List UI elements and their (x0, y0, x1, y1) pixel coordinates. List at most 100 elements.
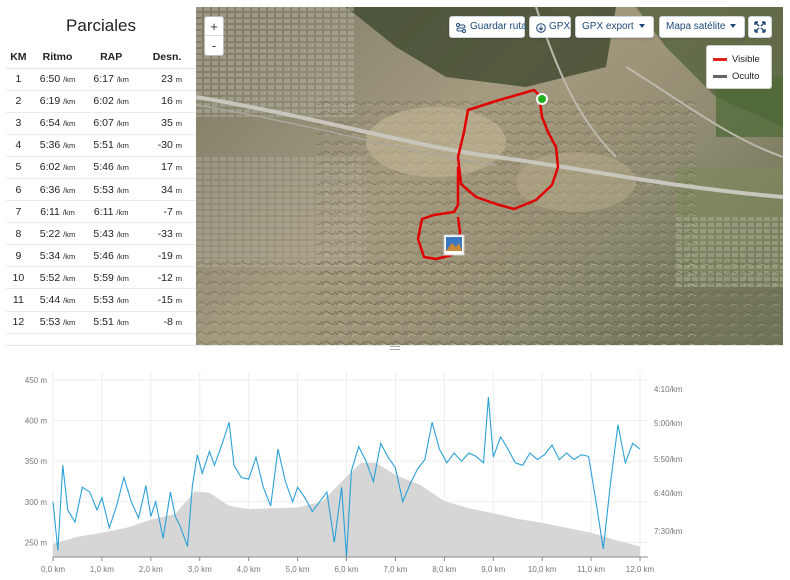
split-rap-value: 5:53 (93, 183, 114, 196)
split-row: 6 6:36 /km 5:53 /km 34 m (6, 178, 196, 202)
x-tick-label: 0,0 km (41, 565, 65, 574)
legend-hidden-label: Oculto (732, 71, 760, 82)
zoom-out-button[interactable]: - (211, 38, 217, 53)
gpx-button[interactable]: GPX (529, 16, 571, 38)
split-rap-value: 6:07 (93, 117, 114, 130)
split-elevation: 17 m (137, 156, 196, 179)
elevation-unit: m (175, 75, 182, 85)
rap-unit: /km (116, 141, 129, 151)
start-marker[interactable] (536, 93, 548, 105)
zoom-control: + - (204, 16, 224, 56)
map-type-dropdown[interactable]: Mapa satélite (659, 16, 745, 38)
split-elevation-value: 34 (161, 183, 173, 196)
elevation-unit: m (175, 251, 182, 261)
pace-unit: /km (63, 163, 76, 173)
split-row: 12 5:53 /km 5:51 /km -8 m (6, 311, 196, 334)
elevation-unit: m (175, 207, 182, 217)
pace-unit: /km (63, 273, 76, 283)
x-tick-label: 7,0 km (383, 565, 407, 574)
split-pace: 5:34 /km (30, 244, 85, 268)
panel-divider (6, 345, 783, 351)
split-pace: 5:22 /km (30, 222, 85, 246)
split-rap: 5:43 /km (84, 222, 138, 246)
split-elevation: -12 m (137, 266, 196, 290)
legend-hidden[interactable]: Oculto (713, 68, 765, 85)
x-tick-label: 3,0 km (188, 565, 212, 574)
split-pace: 5:52 /km (30, 266, 85, 290)
rap-unit: /km (116, 185, 129, 195)
split-km: 1 (6, 68, 31, 91)
pace-unit: /km (63, 119, 76, 129)
y-axis-right-ticks: 4:10/km 5:00/km 5:50/km 6:40/km 7:30/km (654, 385, 683, 536)
split-rap-value: 5:51 (93, 316, 114, 329)
split-pace: 6:50 /km (30, 68, 85, 91)
y-left-tick-label: 400 m (25, 417, 48, 426)
x-tick-label: 8,0 km (432, 565, 456, 574)
y-right-tick-label: 5:00/km (654, 419, 683, 428)
rap-unit: /km (116, 295, 129, 305)
gpx-export-label: GPX export (582, 21, 634, 32)
split-km: 2 (6, 90, 31, 113)
split-rap-value: 6:11 (93, 205, 114, 218)
split-pace: 5:36 /km (30, 134, 85, 157)
split-row: 5 6:02 /km 5:46 /km 17 m (6, 156, 196, 179)
pace-line (52, 397, 641, 558)
split-pace-value: 6:19 (39, 95, 61, 108)
split-rap: 6:02 /km (84, 90, 138, 113)
split-row: 8 5:22 /km 5:43 /km -33 m (6, 222, 196, 246)
split-km: 4 (6, 134, 31, 157)
pace-unit: /km (62, 207, 75, 217)
split-elevation: 23 m (137, 68, 196, 91)
split-km: 11 (6, 288, 31, 312)
pace-unit: /km (63, 318, 76, 328)
rap-unit: /km (116, 97, 129, 107)
split-rap-value: 5:46 (93, 249, 114, 262)
split-row: 7 6:11 /km 6:11 /km -7 m (6, 200, 196, 224)
elevation-unit: m (175, 119, 182, 129)
rap-unit: /km (116, 75, 129, 85)
pace-unit: /km (63, 229, 76, 239)
split-km: 5 (6, 156, 31, 179)
resize-handle[interactable] (390, 346, 400, 350)
split-km: 8 (6, 222, 31, 246)
split-pace: 5:53 /km (30, 311, 85, 334)
gpx-export-dropdown[interactable]: GPX export (575, 16, 654, 38)
split-rap-value: 6:17 (93, 73, 114, 86)
legend-visible[interactable]: Visible (713, 51, 765, 68)
save-route-button[interactable]: Guardar ruta (449, 16, 527, 38)
fullscreen-button[interactable] (748, 16, 772, 38)
elevation-unit: m (175, 97, 182, 107)
split-elevation: -33 m (137, 222, 196, 246)
split-pace-value: 5:22 (39, 227, 61, 240)
chevron-down-icon (730, 24, 737, 29)
rap-unit: /km (116, 273, 129, 283)
y-left-tick-label: 250 m (25, 538, 48, 547)
elevation-chart[interactable]: 0,0 km 1,0 km 2,0 km 3,0 km 4,0 km 5,0 km 6,0 … (0, 352, 790, 580)
elevation-unit: m (175, 229, 182, 239)
pace-unit: /km (63, 295, 76, 305)
legend-visible-label: Visible (732, 54, 760, 65)
zoom-in-button[interactable]: + (205, 17, 223, 36)
rap-unit: /km (116, 119, 129, 129)
x-axis-ticks: 0,0 km 1,0 km 2,0 km 3,0 km 4,0 km 5,0 km 6,0 … (41, 557, 655, 574)
splits-title: Parciales (66, 16, 136, 35)
split-row: 2 6:19 /km 6:02 /km 16 m (6, 90, 196, 113)
split-km: 9 (6, 244, 31, 268)
x-tick-label: 12,0 km (626, 565, 655, 574)
split-elevation-value: -15 (157, 293, 173, 306)
map-type-label: Mapa satélite (666, 21, 726, 32)
map-view[interactable]: + - Guardar ruta GPX GPX export Mapa sat… (196, 7, 783, 345)
photo-marker[interactable] (443, 234, 465, 256)
elevation-unit: m (175, 318, 182, 328)
download-icon (536, 21, 546, 34)
split-km: 3 (6, 112, 31, 135)
header-rap: RAP (84, 46, 138, 69)
y-right-tick-label: 5:50/km (654, 455, 683, 464)
split-km: 12 (6, 311, 31, 334)
split-elevation: -7 m (137, 200, 196, 224)
split-pace: 6:36 /km (30, 178, 85, 202)
split-km: 6 (6, 178, 31, 202)
split-rap: 5:51 /km (84, 134, 138, 157)
split-pace: 6:19 /km (30, 90, 85, 113)
